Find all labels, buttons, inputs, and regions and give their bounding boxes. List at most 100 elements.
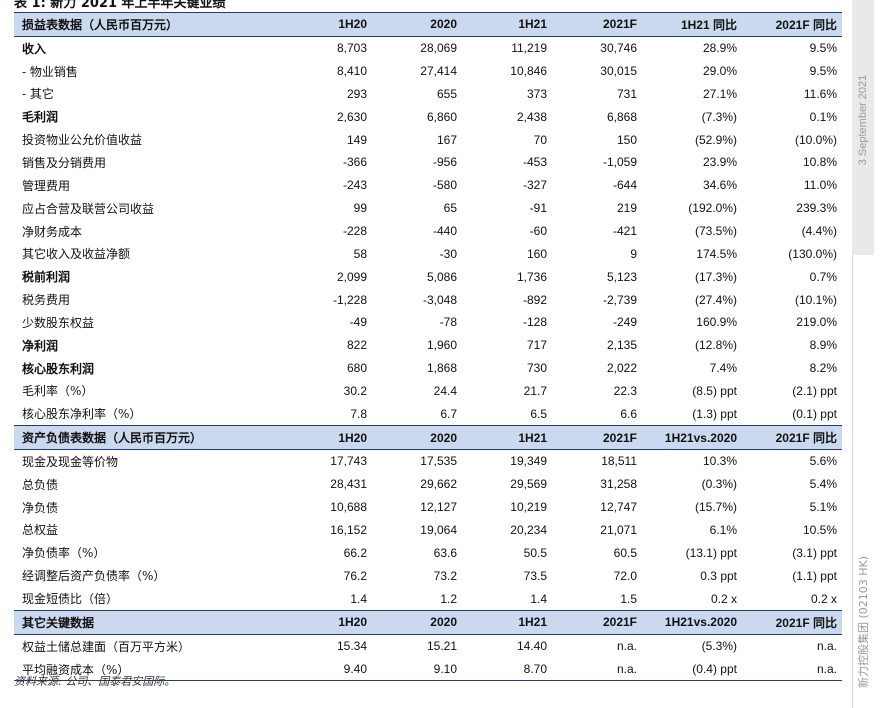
row-label: 净负债率（%） <box>22 546 106 561</box>
key-results-table-container: 损益表数据（人民币百万元） 1H20 2020 1H21 2021F 1H21 同比 202… <box>14 12 842 682</box>
cell-value: -91 <box>529 201 547 216</box>
cell-value: 10,688 <box>330 500 367 515</box>
table-row: 税务费用 -1,228 -3,048 -892 -2,739 (27.4%) (10.1%) <box>14 288 842 311</box>
cell-value: 1,960 <box>426 338 457 353</box>
cell-value: 1,868 <box>426 361 457 376</box>
cell-value: 1,736 <box>516 269 547 284</box>
cell-value: (13.1) ppt <box>685 545 737 560</box>
cell-value: -327 <box>522 178 547 193</box>
cell-value: 373 <box>526 86 547 101</box>
section-header-row: 资产负债表数据（人民币百万元） 1H20 2020 1H21 2021F 1H21vs.2… <box>14 425 842 451</box>
row-label: 核心股东利润 <box>22 361 95 376</box>
table-row: 税前利润 2,099 5,086 1,736 5,123 (17.3%) 0.7% <box>14 265 842 288</box>
cell-value: 24.4 <box>433 383 457 398</box>
row-label: 核心股东净利率（%） <box>22 407 142 422</box>
table-row: 现金短债比（倍） 1.4 1.2 1.4 1.5 0.2 x 0.2 x <box>14 587 842 610</box>
cell-value: (0.1) ppt <box>792 406 837 421</box>
table-row: 应占合营及联营公司收益 99 65 -91 219 (192.0%) 239.3% <box>14 197 842 220</box>
cell-value: 60.5 <box>613 545 637 560</box>
cell-value: 8.9% <box>809 338 837 353</box>
cell-value: -249 <box>612 315 637 330</box>
cell-value: 680 <box>346 361 367 376</box>
cell-value: 6.1% <box>709 522 737 537</box>
cell-value: (3.1) ppt <box>792 545 837 560</box>
column-header: 1H21 <box>462 425 552 451</box>
cell-value: 30,746 <box>600 41 637 56</box>
cell-value: 17,535 <box>420 454 457 469</box>
cell-value: 239.3% <box>796 201 837 216</box>
cell-value: 63.6 <box>433 545 457 560</box>
row-label: 总权益 <box>22 523 59 538</box>
cell-value: 11.6% <box>803 86 837 101</box>
cell-value: 8,703 <box>336 41 367 56</box>
cell-value: 2,438 <box>516 109 547 124</box>
cell-value: 58 <box>353 246 367 261</box>
cell-value: -60 <box>529 224 547 239</box>
table-row: 毛利率（%） 30.2 24.4 21.7 22.3 (8.5) ppt (2.1) ppt <box>14 380 842 403</box>
cell-value: 7.4% <box>709 361 737 376</box>
cell-value: 73.2 <box>433 568 457 583</box>
column-header: 2020 <box>372 609 462 635</box>
cell-value: 150 <box>616 132 637 147</box>
table-row: 总负债 28,431 29,662 29,569 31,258 (0.3%) 5.4% <box>14 473 842 496</box>
cell-value: 29,662 <box>420 477 457 492</box>
cell-value: 18,511 <box>601 454 637 469</box>
cell-value: 28.9% <box>702 41 737 56</box>
column-header: 2021F 同比 <box>742 12 842 37</box>
cell-value: 6,860 <box>426 109 457 124</box>
column-header: 2021F <box>552 425 642 451</box>
cell-value: 6,868 <box>606 109 637 124</box>
cell-value: 8.70 <box>462 657 552 682</box>
row-label: 净负债 <box>22 500 59 515</box>
table-row: 平均融资成本（%） 9.40 9.10 8.70 n.a. (0.4) ppt n.a. <box>14 657 842 682</box>
row-label: 总负债 <box>22 477 59 492</box>
row-label: 毛利润 <box>22 110 59 125</box>
section-title: 其它关键数据 <box>14 609 282 635</box>
column-header: 1H21vs.2020 <box>642 425 742 451</box>
column-header: 1H20 <box>282 609 372 635</box>
cell-value: 11.0% <box>803 178 837 193</box>
cell-value: 717 <box>526 338 547 353</box>
cell-value: -30 <box>439 246 457 261</box>
row-label: 投资物业公允价值收益 <box>22 133 143 148</box>
column-header: 1H20 <box>282 425 372 451</box>
cell-value: (192.0%) <box>688 201 737 216</box>
cell-value: (10.1%) <box>794 292 837 307</box>
cell-value: (17.3%) <box>694 269 737 284</box>
cell-value: 34.6% <box>702 178 737 193</box>
cell-value: 822 <box>346 338 367 353</box>
cell-value: (130.0%) <box>788 246 837 261</box>
cell-value: (12.8%) <box>694 338 737 353</box>
cell-value: 2,630 <box>336 109 367 124</box>
cell-value: 21.7 <box>523 383 547 398</box>
column-header: 1H21 <box>462 609 552 635</box>
row-label: 应占合营及联营公司收益 <box>22 201 155 216</box>
cell-value: -1,059 <box>602 155 637 170</box>
cell-value: 0.3 ppt <box>700 568 737 583</box>
table-row: 核心股东利润 680 1,868 730 2,022 7.4% 8.2% <box>14 357 842 380</box>
cell-value: 9.10 <box>372 657 462 682</box>
cell-value: -228 <box>342 224 367 239</box>
cell-value: n.a. <box>616 639 637 654</box>
table-row: 销售及分销费用 -366 -956 -453 -1,059 23.9% 10.8% <box>14 151 842 174</box>
cell-value: 31,258 <box>600 477 637 492</box>
cell-value: 19,064 <box>420 522 457 537</box>
table-caption: 表 1: 新力 2021 年上半年关键业绩 <box>14 0 226 11</box>
cell-value: (0.4) ppt <box>642 657 742 682</box>
cell-value: -2,739 <box>602 292 637 307</box>
cell-value: 15.34 <box>336 639 367 654</box>
table-row: 少数股东权益 -49 -78 -128 -249 160.9% 219.0% <box>14 311 842 334</box>
cell-value: -128 <box>522 315 547 330</box>
cell-value: 5.4% <box>809 477 837 492</box>
cell-value: 1.5 <box>620 591 637 606</box>
column-header: 2021F <box>552 609 642 635</box>
row-label: - 其它 <box>22 87 54 102</box>
cell-value: 72.0 <box>613 568 637 583</box>
cell-value: (2.1) ppt <box>792 383 837 398</box>
row-label: 其它收入及收益净额 <box>22 247 131 262</box>
cell-value: 21,071 <box>600 522 637 537</box>
cell-value: (4.4%) <box>801 224 837 239</box>
cell-value: 29,569 <box>510 477 547 492</box>
cell-value: 219.0% <box>796 315 837 330</box>
column-header: 1H20 <box>282 12 372 37</box>
